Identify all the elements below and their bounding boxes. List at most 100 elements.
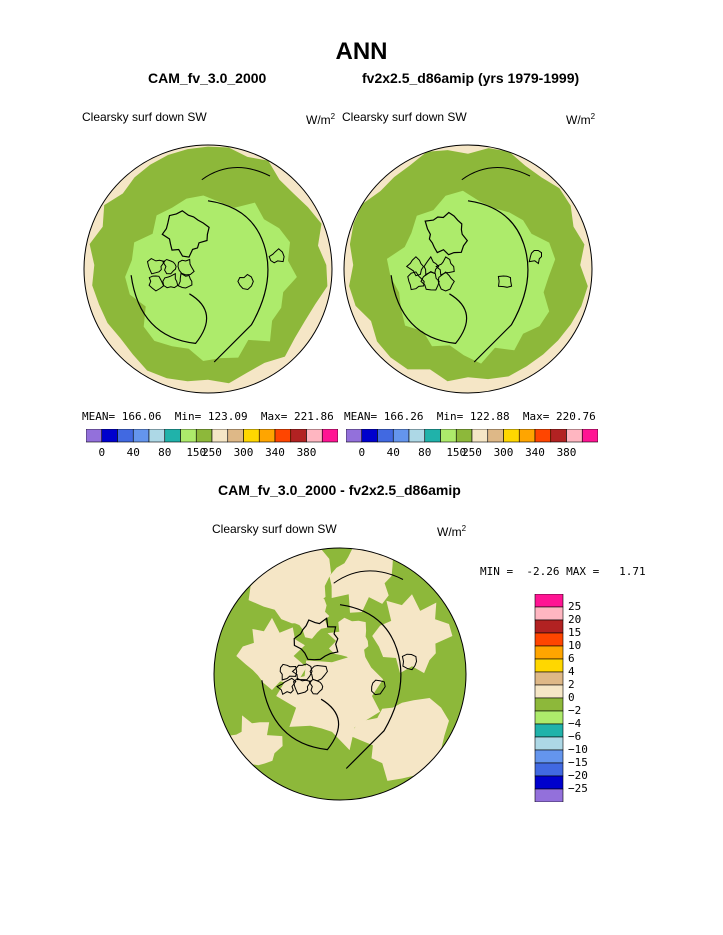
colorbar-tick-label: 250: [462, 446, 482, 459]
colorbar-swatch: [361, 429, 378, 443]
colorbar-tick-label: 40: [386, 446, 400, 459]
max-value: 221.86: [294, 410, 334, 423]
coastline-island: [401, 653, 418, 671]
coastline-greenland: [424, 211, 469, 256]
map-panel-difference: [213, 547, 467, 801]
colorbar-case1: [86, 429, 338, 443]
colorbar-swatch: [581, 429, 598, 443]
colorbar-tick-label: 0: [98, 446, 106, 459]
diff-variable-label: Clearsky surf down SW: [212, 522, 337, 536]
diff-patch: [329, 548, 394, 613]
colorbar-swatch: [534, 632, 564, 647]
colorbar-swatch: [132, 429, 150, 443]
colorbar-tick-label: 10: [568, 639, 582, 652]
colorbar-swatch: [534, 658, 564, 673]
diff-patch: [372, 594, 453, 674]
colorbar-tick-label: −6: [568, 730, 582, 743]
colorbar-swatch: [321, 429, 338, 443]
units-base: W/m: [437, 525, 462, 539]
units-exponent: 2: [461, 524, 467, 533]
colorbar-tick-label: 150: [186, 446, 207, 459]
coastline-island: [293, 677, 312, 695]
units-base: W/m: [306, 113, 331, 127]
panel2-variable-label: Clearsky surf down SW: [342, 110, 467, 124]
min-label: Min=: [436, 410, 464, 423]
diff-stats: MIN = -2.26 MAX = 1.71: [480, 565, 646, 578]
coastline-island: [435, 256, 455, 276]
colorbar-tick-label: 80: [158, 446, 172, 459]
coastline-greenland: [161, 210, 210, 258]
colorbar-tick-label: 380: [296, 446, 317, 459]
map-boundary: [83, 144, 333, 394]
max-value: 1.71: [619, 565, 646, 578]
coastline-north-america: [261, 680, 340, 751]
mean-value: 166.26: [383, 410, 424, 423]
colorbar-swatch: [566, 429, 583, 443]
colorbar-swatch: [534, 710, 564, 725]
colorbar-swatch: [195, 429, 213, 443]
colorbar-swatch: [518, 429, 536, 443]
mean-label: MEAN=: [344, 410, 378, 423]
colorbar-tick-label: −10: [568, 743, 588, 756]
diff-patch: [350, 698, 449, 781]
colorbar-swatch: [534, 775, 564, 790]
max-label: Max=: [522, 410, 550, 423]
colorbar-swatch: [274, 429, 292, 443]
colorbar-swatch: [534, 723, 564, 738]
coastline-island: [497, 275, 513, 288]
colorbar-swatch: [180, 429, 197, 443]
coastline-island: [291, 663, 313, 681]
colorbar-swatch: [86, 429, 103, 443]
colorbar-swatch: [377, 429, 394, 443]
max-label: Max=: [260, 410, 288, 423]
colorbar-tick-label: −25: [568, 782, 588, 795]
colorbar-swatch: [408, 429, 426, 443]
colorbar-swatch: [258, 429, 276, 443]
colorbar-swatch: [487, 429, 504, 443]
colorbar-swatch: [534, 736, 564, 751]
units-exponent: 2: [590, 112, 596, 121]
colorbar-swatch: [164, 429, 181, 443]
colorbar-swatch: [290, 429, 307, 443]
mean-label: MEAN=: [82, 410, 116, 423]
colorbar-swatch: [471, 429, 489, 443]
map-fill: [344, 145, 592, 393]
panel1-variable-label: Clearsky surf down SW: [82, 110, 207, 124]
colorbar-swatch: [392, 429, 410, 443]
diff-patch: [292, 596, 330, 639]
coastline-north-america: [390, 275, 468, 345]
colorbar-swatch: [534, 619, 564, 634]
min-value: -2.26: [526, 565, 560, 578]
colorbar-swatch: [534, 684, 564, 699]
colorbar-swatch: [534, 788, 564, 802]
coastline-island: [405, 256, 425, 277]
colorbar-tick-label: −15: [568, 756, 588, 769]
colorbar-swatch: [503, 429, 520, 443]
colorbar-swatch: [455, 429, 473, 443]
colorbar-tick-label: 300: [233, 446, 254, 459]
colorbar-tick-label: 340: [525, 446, 545, 459]
colorbar-tick-label: 2: [568, 678, 575, 691]
colorbar-tick-label: −20: [568, 769, 588, 782]
min-label: Min=: [174, 410, 202, 423]
colorbar-tick-label: −4: [568, 717, 582, 730]
coastline-island: [279, 663, 298, 681]
colorbar-tick-label: 15: [568, 626, 582, 639]
panel1-stats: MEAN= 166.06 Min= 123.09 Max= 221.86: [82, 410, 334, 423]
colorbar-swatch: [534, 762, 564, 777]
coastline-island: [177, 272, 193, 289]
colorbar-swatch: [243, 429, 260, 443]
coastline-island: [407, 271, 425, 291]
coastline-island: [276, 677, 297, 696]
units-exponent: 2: [330, 112, 336, 121]
case1-title: CAM_fv_3.0_2000: [148, 70, 267, 86]
coastline-siberia: [333, 570, 404, 584]
coastline-siberia: [461, 167, 531, 181]
panel2-units: W/m2: [566, 112, 595, 127]
coastline-eurasia: [207, 200, 269, 363]
colorbar-tick-label: 20: [568, 613, 582, 626]
max-value: 220.76: [556, 410, 596, 423]
min-label: MIN =: [480, 565, 514, 578]
min-value: 123.09: [207, 410, 248, 423]
colorbar-difference: [534, 594, 564, 802]
